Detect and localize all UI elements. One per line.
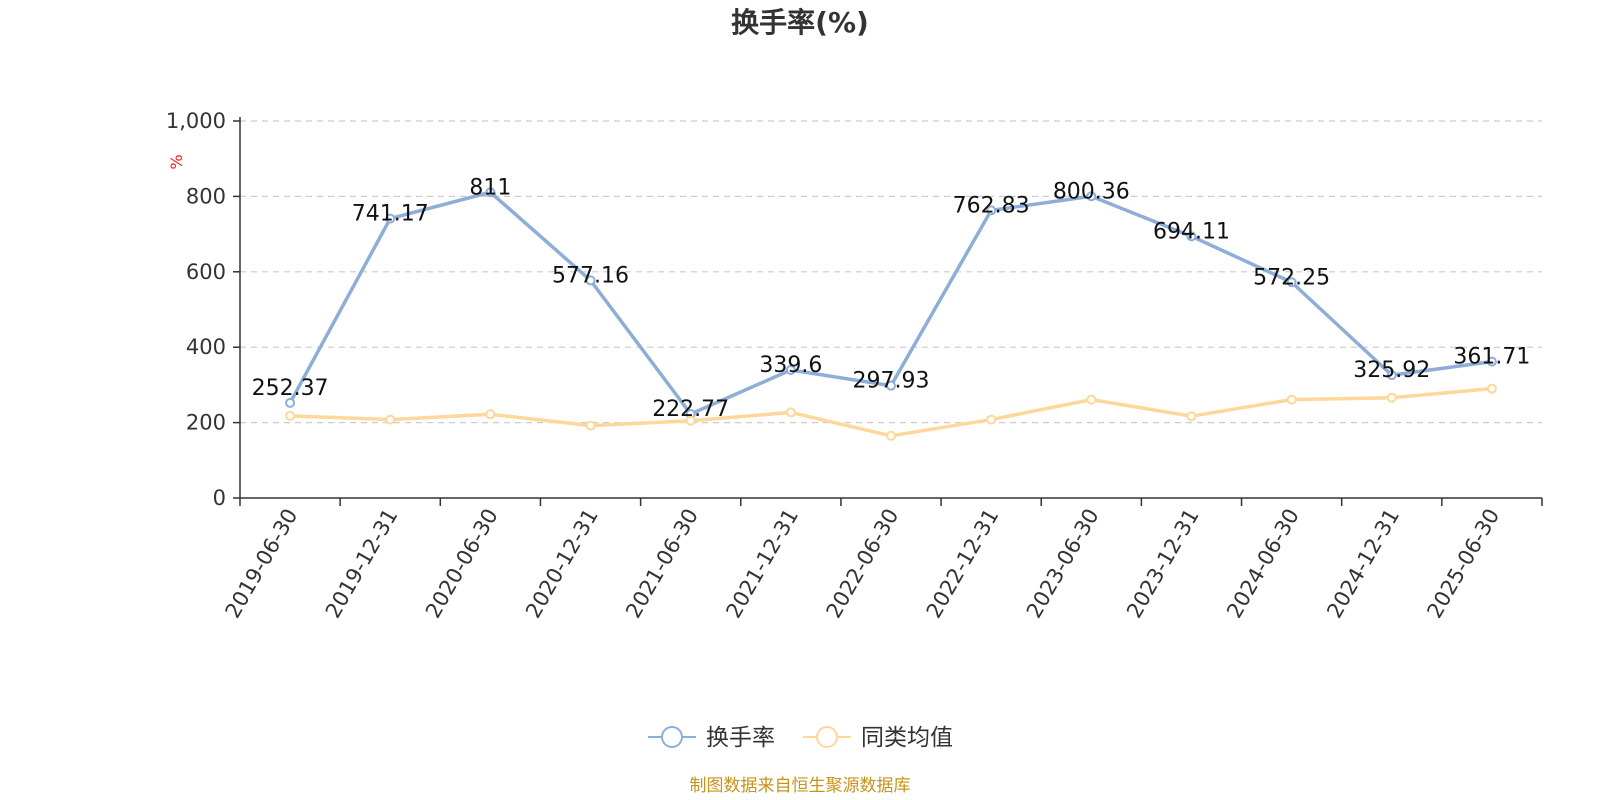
x-tick-label: 2022-06-30 xyxy=(822,505,904,623)
peer-average-point[interactable] xyxy=(1386,392,1397,403)
peer-average-point[interactable] xyxy=(986,414,997,425)
legend-label: 换手率 xyxy=(706,725,775,751)
turnover-data-label: 572.25 xyxy=(1253,265,1330,290)
turnover-point[interactable] xyxy=(485,187,496,198)
turnover-point[interactable] xyxy=(785,364,796,375)
y-tick-label: 0 xyxy=(213,486,226,510)
y-tick-label: 200 xyxy=(186,411,226,435)
x-tick-label: 2021-12-31 xyxy=(721,505,803,623)
legend-marker-icon xyxy=(661,726,683,748)
peer-average-point[interactable] xyxy=(585,420,596,431)
y-tick-label: 800 xyxy=(186,184,226,208)
peer-average-point[interactable] xyxy=(485,409,496,420)
turnover-point[interactable] xyxy=(1286,277,1297,288)
peer-average-point[interactable] xyxy=(1486,383,1497,394)
x-tick-label: 2023-06-30 xyxy=(1022,505,1104,623)
turnover-point[interactable] xyxy=(1386,370,1397,381)
turnover-point[interactable] xyxy=(886,380,896,391)
turnover-data-label: 577.16 xyxy=(552,263,629,288)
turnover-point[interactable] xyxy=(1486,356,1497,367)
chart-title: 换手率(%) xyxy=(731,6,869,39)
turnover-data-label: 361.71 xyxy=(1453,345,1530,370)
peer-average-point[interactable] xyxy=(886,430,896,441)
x-tick-label: 2023-12-31 xyxy=(1122,505,1204,623)
peer-average-point[interactable] xyxy=(1186,411,1197,422)
peer-average-point[interactable] xyxy=(1286,394,1297,405)
x-tick-label: 2024-06-30 xyxy=(1222,505,1304,623)
y-tick-label: 1,000 xyxy=(166,109,226,133)
data-source-note: 制图数据来自恒生聚源数据库 xyxy=(690,776,911,796)
data-labels: 252.37 741.17 811 577.16 222.77 339.6 297.93 76… xyxy=(252,175,1531,422)
turnover-point[interactable] xyxy=(986,205,997,216)
series-layer xyxy=(285,187,1497,441)
turnover-data-label: 762.83 xyxy=(953,193,1030,218)
legend-item-peer-average[interactable]: 同类均值 xyxy=(803,725,953,751)
turnover-point[interactable] xyxy=(385,213,396,224)
turnover-data-label: 252.37 xyxy=(252,376,329,401)
turnover-data-label: 741.17 xyxy=(352,202,429,227)
x-tick-label: 2020-12-31 xyxy=(521,505,603,623)
x-tick-label: 2025-06-30 xyxy=(1422,505,1504,623)
x-tick-label: 2024-12-31 xyxy=(1322,505,1404,623)
legend-item-turnover[interactable]: 换手率 xyxy=(648,725,775,751)
turnover-data-label: 297.93 xyxy=(853,369,930,394)
legend-label: 同类均值 xyxy=(861,725,953,751)
legend-marker-icon xyxy=(816,726,838,748)
x-tick-label: 2019-12-31 xyxy=(321,505,403,623)
peer-average-series-line xyxy=(290,386,1493,438)
x-tick-label: 2020-06-30 xyxy=(421,505,503,623)
peer-average-point[interactable] xyxy=(385,414,396,425)
peer-average-point[interactable] xyxy=(685,415,696,426)
peer-average-point[interactable] xyxy=(285,410,296,421)
turnover-data-label: 339.6 xyxy=(759,353,822,378)
y-tick-label: 600 xyxy=(186,260,226,284)
peer-average-point[interactable] xyxy=(785,407,796,418)
legend[interactable]: 换手率 同类均值 xyxy=(648,725,953,751)
turnover-point[interactable] xyxy=(285,397,296,408)
peer-average-point[interactable] xyxy=(1086,394,1097,405)
grid-lines xyxy=(240,120,1542,424)
turnover-point[interactable] xyxy=(1186,231,1197,242)
y-axis-unit: % xyxy=(167,154,186,169)
x-tick-label: 2019-06-30 xyxy=(221,505,303,623)
turnover-data-label: 325.92 xyxy=(1353,358,1430,383)
turnover-point[interactable] xyxy=(585,275,596,286)
turnover-data-label: 222.77 xyxy=(652,397,729,422)
turnover-point[interactable] xyxy=(1086,191,1097,202)
turnover-data-label: 811 xyxy=(469,175,511,200)
y-tick-label: 400 xyxy=(186,335,226,359)
x-tick-label: 2022-12-31 xyxy=(922,505,1004,623)
x-tick-label: 2021-06-30 xyxy=(621,505,703,623)
turnover-data-label: 800.36 xyxy=(1053,179,1130,204)
turnover-data-label: 694.11 xyxy=(1153,219,1230,244)
